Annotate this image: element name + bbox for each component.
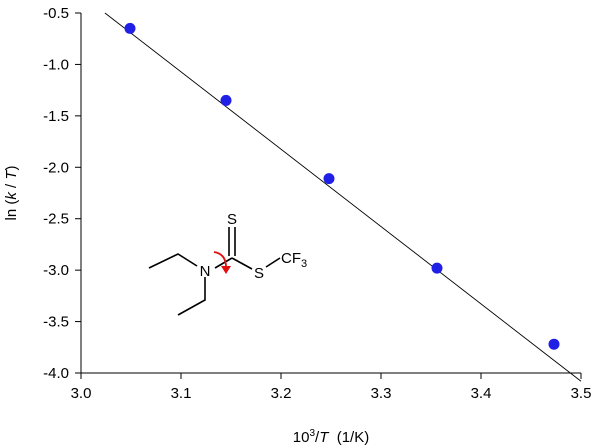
c-s-single-bond <box>231 257 253 270</box>
data-point <box>323 173 335 185</box>
y-ticks: -0.5 -1.0 -1.5 -2.0 -2.5 -3.0 -3.5 -4.0 <box>43 5 81 382</box>
s-cf3-bond <box>265 257 281 268</box>
fit-line <box>104 12 582 382</box>
atom-s-top: S <box>227 211 237 228</box>
x-tick-label: 3.3 <box>371 385 392 402</box>
y-axis-title: ln (k / T) <box>3 165 20 220</box>
y-tick-label: -2.0 <box>43 159 69 176</box>
molecule-structure: N S S CF3 <box>148 211 307 316</box>
x-ticks: 3.0 3.1 3.2 3.3 3.4 3.5 <box>71 373 592 402</box>
y-tick-label: -0.5 <box>43 5 69 22</box>
x-tick-label: 3.5 <box>571 385 592 402</box>
x-axis-title: 103/T (1/K) <box>293 428 369 446</box>
group-cf3-sub: 3 <box>301 258 307 270</box>
y-axis-title-k: k <box>3 191 20 200</box>
y-axis-title-prefix: ln ( <box>3 200 20 221</box>
data-points <box>124 22 560 350</box>
group-cf3-label: CF <box>281 250 301 267</box>
axes <box>80 13 581 374</box>
ethyl-bond-upper <box>148 253 198 269</box>
x-tick-label: 3.2 <box>271 385 292 402</box>
y-axis-title-slash: / <box>3 180 20 193</box>
data-point <box>124 22 136 34</box>
x-tick-label: 3.4 <box>471 385 492 402</box>
atom-s-right: S <box>254 265 264 282</box>
y-tick-label: -3.5 <box>43 314 69 331</box>
y-axis-title-t: T <box>3 169 20 180</box>
y-tick-label: -2.5 <box>43 211 69 228</box>
y-tick-label: -1.5 <box>43 108 69 125</box>
y-tick-label: -1.0 <box>43 56 69 73</box>
data-point <box>220 94 232 106</box>
y-tick-label: -3.0 <box>43 262 69 279</box>
rotation-arrow-head <box>221 266 231 274</box>
y-tick-label: -4.0 <box>43 365 69 382</box>
data-point <box>431 262 443 274</box>
group-cf3: CF3 <box>281 250 307 270</box>
ethyl-bond-lower <box>177 277 206 316</box>
y-axis-title-suffix: ) <box>3 165 20 170</box>
x-tick-label: 3.0 <box>71 385 92 402</box>
atom-n: N <box>200 263 211 280</box>
data-point <box>548 338 560 350</box>
x-axis-title-slash: / <box>315 429 320 446</box>
molecule-bonds <box>148 227 281 316</box>
x-axis-title-var: T <box>319 429 330 446</box>
x-axis-title-sup: 3 <box>309 428 315 439</box>
x-axis-title-unit: (1/K) <box>328 429 369 446</box>
x-tick-label: 3.1 <box>171 385 192 402</box>
n-c-bond <box>214 257 233 269</box>
rotation-arrow <box>213 251 231 274</box>
x-axis-title-prefix: 10 <box>293 429 310 446</box>
